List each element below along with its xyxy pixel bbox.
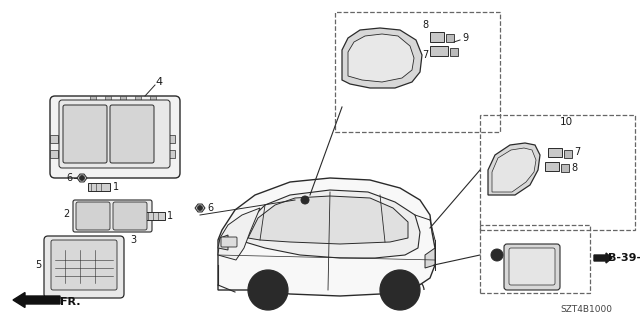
Text: 2: 2 [63,209,69,219]
Text: 1: 1 [113,182,119,192]
Polygon shape [218,208,260,260]
Polygon shape [77,174,87,182]
FancyBboxPatch shape [63,105,107,163]
Circle shape [380,270,420,310]
FancyBboxPatch shape [73,200,152,232]
Bar [561,164,569,172]
Circle shape [248,270,288,310]
Text: 8: 8 [571,163,577,173]
Text: 6: 6 [207,203,213,213]
Bar [564,150,572,158]
Bar [548,148,562,157]
Bar [545,162,559,171]
FancyBboxPatch shape [509,248,555,285]
Circle shape [79,175,84,181]
Bar [450,48,458,56]
Bar [480,225,590,293]
FancyBboxPatch shape [44,236,124,298]
Circle shape [258,280,278,300]
Circle shape [494,252,500,258]
Bar [480,115,635,230]
Polygon shape [488,143,540,195]
Bar [167,150,175,158]
Bar [105,96,111,106]
FancyBboxPatch shape [59,100,170,168]
Text: 9: 9 [462,33,468,43]
Text: 1: 1 [167,211,173,221]
Polygon shape [425,248,435,268]
FancyBboxPatch shape [110,105,154,163]
Bar [167,135,175,143]
Circle shape [198,205,202,211]
Circle shape [390,280,410,300]
FancyBboxPatch shape [113,202,147,230]
Polygon shape [218,235,228,250]
Bar [335,12,500,132]
FancyBboxPatch shape [51,240,117,290]
Bar [50,135,58,143]
Circle shape [491,249,503,261]
Bar [430,32,444,42]
FancyBboxPatch shape [504,244,560,290]
Bar [90,96,96,106]
FancyBboxPatch shape [221,237,237,247]
Bar [120,96,126,106]
Bar [145,212,165,220]
Text: 7: 7 [422,50,428,60]
Text: 8: 8 [422,20,428,30]
Polygon shape [195,204,205,212]
Bar [50,150,58,158]
FancyArrow shape [13,293,60,308]
Text: 6: 6 [66,173,72,183]
Text: 5: 5 [35,260,41,270]
Text: SZT4B1000: SZT4B1000 [560,306,612,315]
FancyBboxPatch shape [76,202,110,230]
Circle shape [301,196,309,204]
Text: 4: 4 [155,77,162,87]
Bar [150,96,156,106]
FancyBboxPatch shape [50,96,180,178]
Text: 10: 10 [560,117,573,127]
Text: FR.: FR. [60,297,81,307]
Polygon shape [342,28,422,88]
Bar [430,46,448,56]
Bar [135,96,141,106]
FancyArrow shape [594,253,612,263]
Text: B-39-30: B-39-30 [608,253,640,263]
Polygon shape [492,148,536,192]
Bar [88,183,110,191]
Bar [446,34,454,42]
Polygon shape [218,178,435,296]
Text: 3: 3 [130,235,136,245]
Text: 7: 7 [574,147,580,157]
Polygon shape [240,190,420,258]
Polygon shape [348,34,414,82]
Polygon shape [248,196,408,244]
